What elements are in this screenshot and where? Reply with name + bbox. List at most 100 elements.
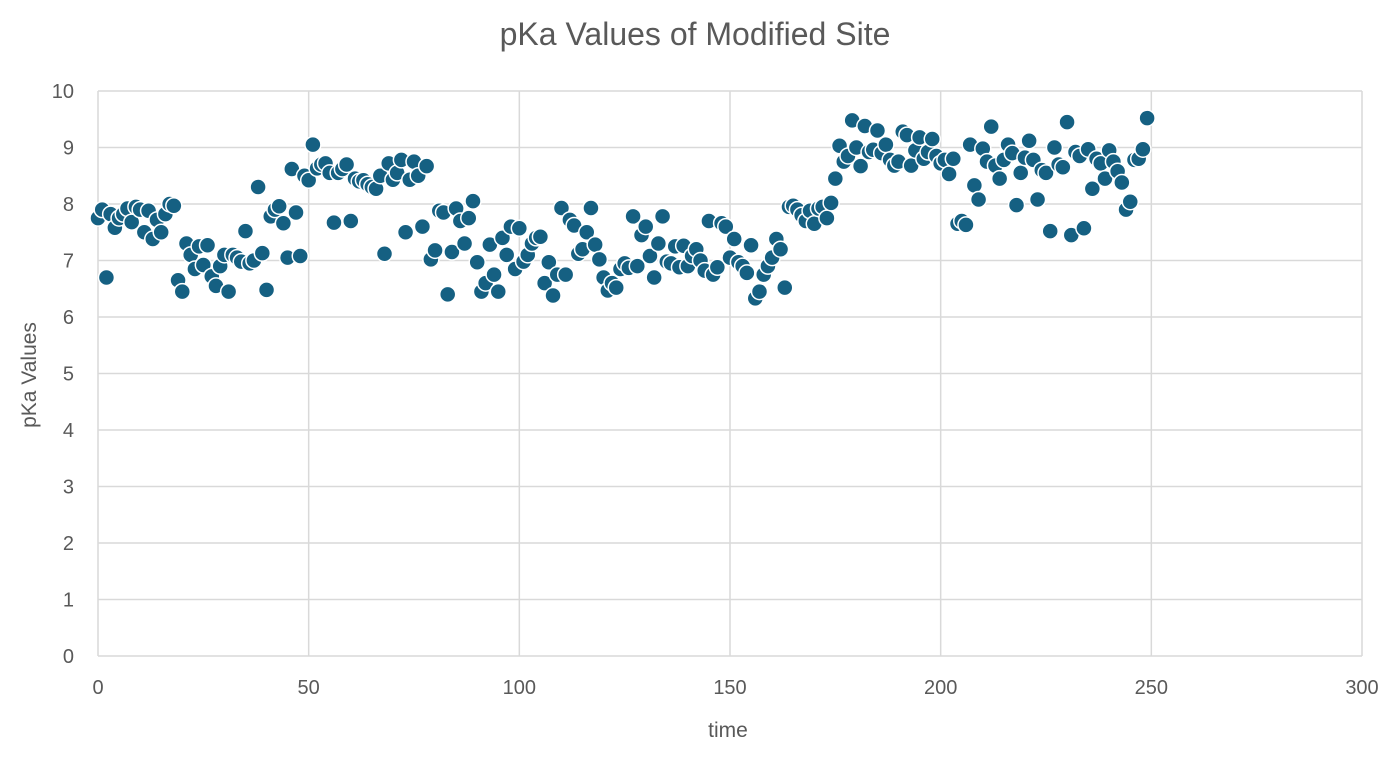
y-tick-label: 2	[63, 533, 74, 555]
data-point	[1054, 158, 1072, 177]
data-point	[468, 253, 486, 271]
data-point	[375, 244, 394, 263]
data-point	[455, 234, 474, 253]
data-point	[1134, 140, 1152, 158]
data-point	[413, 217, 432, 236]
x-tick-label: 0	[92, 677, 103, 699]
data-point	[969, 190, 988, 209]
data-point	[219, 282, 238, 301]
data-point	[649, 234, 668, 253]
y-tick-label: 4	[63, 420, 74, 442]
data-point	[552, 199, 571, 217]
data-point	[717, 217, 735, 236]
data-point	[582, 199, 600, 217]
data-point	[1028, 190, 1047, 209]
y-tick-label: 10	[52, 81, 74, 103]
data-point	[304, 135, 322, 154]
x-tick-label: 50	[298, 677, 320, 699]
data-point	[497, 246, 516, 264]
data-point	[1113, 173, 1131, 192]
data-point	[944, 150, 963, 168]
data-point	[742, 236, 760, 254]
y-tick-label: 8	[63, 194, 74, 216]
data-point	[489, 282, 508, 301]
y-tick-label: 6	[63, 307, 74, 329]
data-point	[299, 171, 318, 190]
data-point	[540, 253, 558, 271]
data-point	[940, 165, 958, 183]
data-point	[877, 135, 895, 154]
data-point	[535, 274, 554, 292]
data-point	[822, 194, 840, 212]
data-point	[1083, 179, 1102, 198]
data-point	[460, 209, 478, 227]
data-point	[257, 281, 276, 299]
data-point	[426, 241, 444, 260]
data-point	[708, 258, 727, 277]
data-point	[641, 247, 659, 265]
y-tick-label: 5	[63, 364, 74, 386]
data-point	[97, 268, 116, 287]
data-point	[818, 209, 836, 227]
data-point	[990, 169, 1009, 188]
x-tick-label: 250	[1135, 677, 1168, 699]
data-point	[1075, 219, 1093, 238]
data-point	[1045, 138, 1064, 157]
data-point	[725, 230, 743, 248]
chart-title: pKa Values of Modified Site	[500, 16, 891, 52]
data-point	[337, 155, 356, 174]
data-point	[198, 236, 217, 254]
y-tick-label: 1	[63, 590, 74, 612]
data-point	[531, 228, 550, 246]
data-point	[270, 197, 288, 216]
x-tick-label: 100	[503, 677, 536, 699]
data-points	[89, 109, 1156, 308]
data-point	[173, 282, 192, 301]
data-point	[982, 117, 1000, 136]
x-tick-label: 150	[713, 677, 746, 699]
data-point	[325, 213, 343, 232]
data-point	[342, 212, 360, 230]
y-tick-label: 9	[63, 138, 74, 160]
data-point	[1007, 196, 1026, 214]
y-tick-label: 3	[63, 477, 74, 499]
data-point	[396, 223, 415, 241]
x-tick-label: 200	[924, 677, 957, 699]
data-point	[417, 157, 436, 175]
data-point	[636, 217, 655, 236]
data-point	[291, 247, 309, 265]
data-point	[274, 214, 293, 232]
data-point	[1138, 109, 1156, 127]
data-point	[776, 278, 794, 297]
data-point	[826, 169, 845, 188]
data-point	[1011, 164, 1030, 182]
data-point	[607, 278, 625, 297]
data-point	[851, 157, 870, 175]
data-point	[249, 178, 267, 196]
y-axis-ticks: 0 1 2 3 4 5 6 7 8 9 10	[52, 81, 74, 668]
data-point	[628, 257, 647, 275]
data-point	[253, 244, 272, 262]
data-point	[1020, 131, 1038, 150]
data-point	[750, 282, 769, 301]
grid-lines	[97, 90, 1363, 657]
data-point	[957, 216, 975, 234]
data-point	[510, 219, 529, 238]
data-point	[586, 235, 604, 254]
data-point	[287, 203, 305, 222]
y-tick-label: 0	[63, 646, 74, 668]
y-axis-label: pKa Values	[18, 322, 41, 428]
data-point	[544, 286, 562, 305]
data-point	[645, 268, 663, 287]
data-point	[1041, 222, 1059, 240]
data-point	[443, 243, 461, 261]
data-point	[438, 285, 457, 304]
data-point	[771, 240, 790, 258]
data-point	[485, 265, 503, 284]
data-point	[738, 264, 756, 282]
data-point	[923, 130, 941, 148]
data-point	[152, 223, 170, 241]
y-tick-label: 7	[63, 251, 74, 273]
